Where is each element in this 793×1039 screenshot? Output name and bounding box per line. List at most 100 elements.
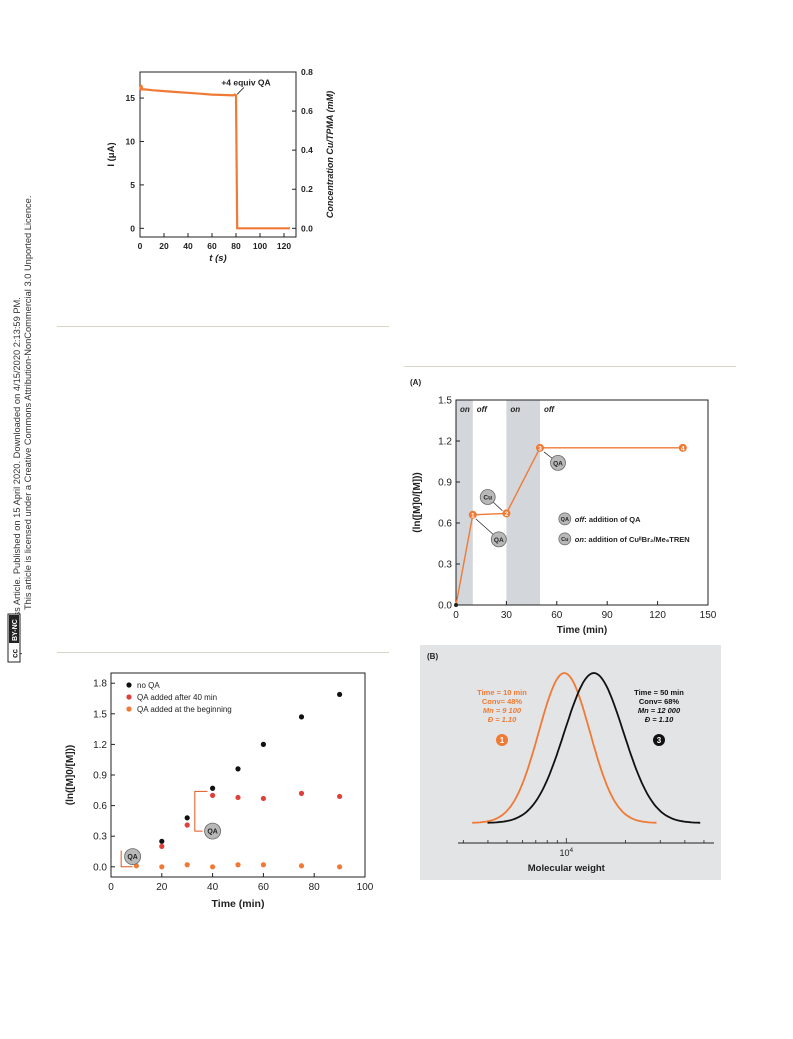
panel-background xyxy=(420,645,721,880)
plot-frame xyxy=(139,71,297,238)
conversion-qa-chart: 0 20 40 60 80 100 0.0 0.3 0.6 0.9 1.2 1.5 1.8 Time (m… xyxy=(55,665,385,925)
plot-frame xyxy=(455,399,709,606)
region-label: off xyxy=(544,405,555,414)
y-tick-label: 0.6 xyxy=(93,801,107,812)
annotation-label: +4 equiv QA xyxy=(221,77,270,87)
x-tick-label: 100 xyxy=(357,882,374,893)
curve-marker-number: 3 xyxy=(657,736,662,745)
data-point xyxy=(210,864,216,870)
data-point xyxy=(159,864,165,870)
point-number: 4 xyxy=(681,445,685,452)
data-point xyxy=(235,862,241,868)
x-tick-label: 20 xyxy=(159,241,169,251)
y-tick-label: 1.5 xyxy=(438,396,452,407)
x-tick-label: 120 xyxy=(649,610,666,621)
y-tick-label: 1.8 xyxy=(93,679,107,690)
molecular-weight-distribution-chart: (B) 104 Molecular weight Time = 10 min Conv=… xyxy=(420,645,721,880)
data-point xyxy=(159,843,165,849)
legend-marker xyxy=(126,706,132,712)
curve-marker xyxy=(496,734,508,746)
y-tick-label: 0.3 xyxy=(438,560,452,571)
y2-tick-label: 0.2 xyxy=(301,184,313,194)
series-line xyxy=(455,447,683,606)
curve-annotation: Đ = 1.10 xyxy=(645,715,674,724)
license-line-2: This article is licensed under a Creativ… xyxy=(23,196,33,610)
data-point xyxy=(184,862,190,868)
legend-label: QA added after 40 min xyxy=(137,693,217,702)
region-label: off xyxy=(477,405,488,414)
x-tick-label: 0 xyxy=(138,241,143,251)
point-number: 2 xyxy=(505,511,509,518)
current-time-chart: 0 20 40 60 80 100 120 0 5 10 15 0.0 0.2 0.4 0.6 0.8 t (s… xyxy=(100,60,360,290)
curve-annotation: Mn = 12 000 xyxy=(638,706,681,715)
callout-label: QA xyxy=(494,537,504,544)
data-point xyxy=(298,790,305,796)
legend-marker xyxy=(126,694,132,700)
data-point xyxy=(337,864,343,870)
legend-text: off: addition of QA xyxy=(575,515,641,524)
divider-right-top xyxy=(404,366,736,367)
y-tick-label: 0.9 xyxy=(93,771,107,782)
cc-icon: cc xyxy=(11,649,20,658)
legend-badge-label: QA xyxy=(561,517,569,523)
y-tick-label: 0.6 xyxy=(438,519,452,530)
curve-annotation: Conv= 68% xyxy=(639,697,680,706)
x-axis-label: Time (min) xyxy=(212,898,265,910)
curve-marker xyxy=(653,734,665,746)
legend-emphasis: off xyxy=(575,515,586,524)
license-line-1: Open Access Article. Published on 15 Apr… xyxy=(12,297,22,662)
panel-label: (A) xyxy=(410,378,421,387)
x-axis-label: Time (min) xyxy=(557,625,607,636)
data-point xyxy=(260,741,266,747)
y2-axis-label: Concentration Cu/TPMA (mM) xyxy=(325,91,335,218)
plot-frame xyxy=(110,672,366,878)
curve-annotation: Mn = 9 100 xyxy=(483,706,522,715)
y-tick-label: 0 xyxy=(130,223,135,233)
tick-base: 10 xyxy=(559,848,569,858)
x-tick-label: 60 xyxy=(207,241,217,251)
qa-badge xyxy=(124,848,141,866)
annotation-arrow xyxy=(236,87,245,95)
x-tick-label: 0 xyxy=(453,610,459,621)
legend-badge xyxy=(558,512,572,526)
y-tick-label: 15 xyxy=(126,93,136,103)
x-tick-label: 60 xyxy=(258,882,270,893)
tick-exponent: 4 xyxy=(570,847,574,854)
point-marker xyxy=(536,443,544,452)
legend-label: no QA xyxy=(137,681,160,690)
panel-label: (B) xyxy=(427,652,438,661)
data-point xyxy=(235,766,241,772)
callout-badge xyxy=(490,531,507,548)
data-point xyxy=(298,714,305,720)
point-marker xyxy=(678,443,687,452)
legend-badge-label: Cu xyxy=(561,537,568,543)
y-tick-label: 1.5 xyxy=(93,709,107,720)
distribution-curve xyxy=(487,672,701,824)
x-tick-label: 20 xyxy=(156,882,168,893)
qa-arrow xyxy=(194,790,208,832)
y2-tick-label: 0.6 xyxy=(301,106,313,116)
divider-left-bottom xyxy=(57,652,389,653)
region-label: on xyxy=(510,405,520,414)
x-tick-label: 0 xyxy=(108,882,114,893)
legend-text: on: addition of CuᴵᴵBr₂/Me₆TREN xyxy=(575,535,690,544)
qa-badge-label: QA xyxy=(207,829,218,836)
y-tick-label: 0.0 xyxy=(438,601,452,612)
y-tick-label: 10 xyxy=(126,136,136,146)
x-tick-label: 100 xyxy=(253,241,267,251)
y-tick-label: 1.2 xyxy=(93,740,107,751)
qa-arrow xyxy=(120,850,133,868)
curve-annotation: Đ = 1.10 xyxy=(488,715,517,724)
point-marker xyxy=(502,509,511,518)
by-nc-badge: BY-NC xyxy=(12,619,19,641)
y-axis-label: (ln([M]0/[M])) xyxy=(65,745,76,806)
region-label: on xyxy=(460,405,470,414)
y-tick-label: 1.2 xyxy=(438,437,452,448)
x-tick-label: 150 xyxy=(700,610,717,621)
region-shade xyxy=(456,400,473,605)
x-tick-label: 120 xyxy=(277,241,291,251)
point-number: 1 xyxy=(471,512,475,519)
origin-point xyxy=(454,603,458,607)
legend-emphasis: on xyxy=(575,535,585,544)
qa-badge-label: QA xyxy=(127,854,138,861)
